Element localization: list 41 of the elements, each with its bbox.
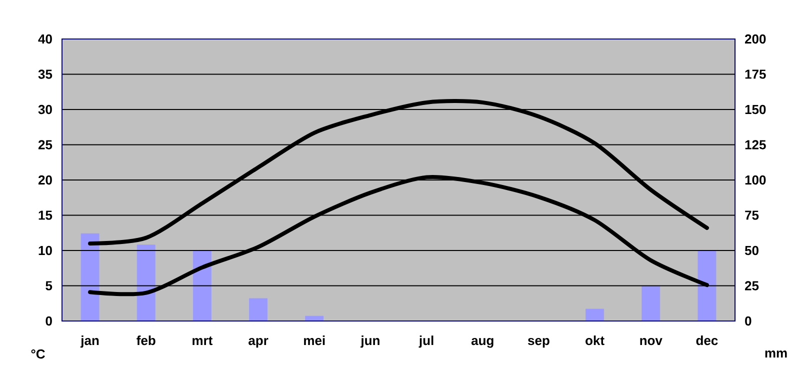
y2-tick-label: 25 <box>744 281 759 290</box>
y-tick-label: 25 <box>38 140 52 150</box>
x-tick-label: nov <box>640 338 662 346</box>
bar <box>642 286 660 321</box>
y-tick-label: 5 <box>46 281 52 290</box>
y-tick-label: 30 <box>38 104 52 114</box>
bar <box>586 308 604 321</box>
x-tick-label: feb <box>136 336 156 346</box>
y2-tick-label: 50 <box>744 246 758 256</box>
x-tick-label: apr <box>248 338 268 348</box>
y-axis-title: °C <box>31 349 45 359</box>
x-tick-label: jun <box>360 336 380 348</box>
y2-tick-label: 100 <box>745 175 766 185</box>
x-tick-label: okt <box>586 336 604 346</box>
y-tick-label: 10 <box>38 246 52 256</box>
y-tick-label: 15 <box>38 210 52 220</box>
y2-tick-label: 150 <box>745 104 766 114</box>
bar <box>193 250 212 321</box>
y-tick-label: 20 <box>38 175 52 185</box>
x-tick-label: aug <box>471 338 494 348</box>
x-tick-label: jan <box>80 336 99 348</box>
y-tick-label: 35 <box>38 70 52 79</box>
x-tick-label: sep <box>528 338 550 348</box>
y2-tick-label: 175 <box>745 70 766 79</box>
y2-tick-label: 0 <box>745 316 752 326</box>
x-tick-label: jul <box>418 336 434 348</box>
bar <box>305 316 324 321</box>
y2-tick-label: 75 <box>745 210 759 220</box>
bar <box>698 250 716 321</box>
line-series <box>88 99 709 246</box>
bar <box>136 244 156 321</box>
y-tick-label: 40 <box>38 34 52 44</box>
x-tick-label: mrt <box>192 336 213 346</box>
x-tick-label: dec <box>696 336 718 346</box>
y-tick-label: 0 <box>46 316 52 326</box>
bar <box>249 298 268 321</box>
y2-axis-title: mm <box>765 350 787 358</box>
bar <box>80 233 100 321</box>
y2-tick-label: 200 <box>744 34 766 44</box>
y2-tick-label: 125 <box>745 140 766 150</box>
x-tick-label: mei <box>304 336 325 346</box>
